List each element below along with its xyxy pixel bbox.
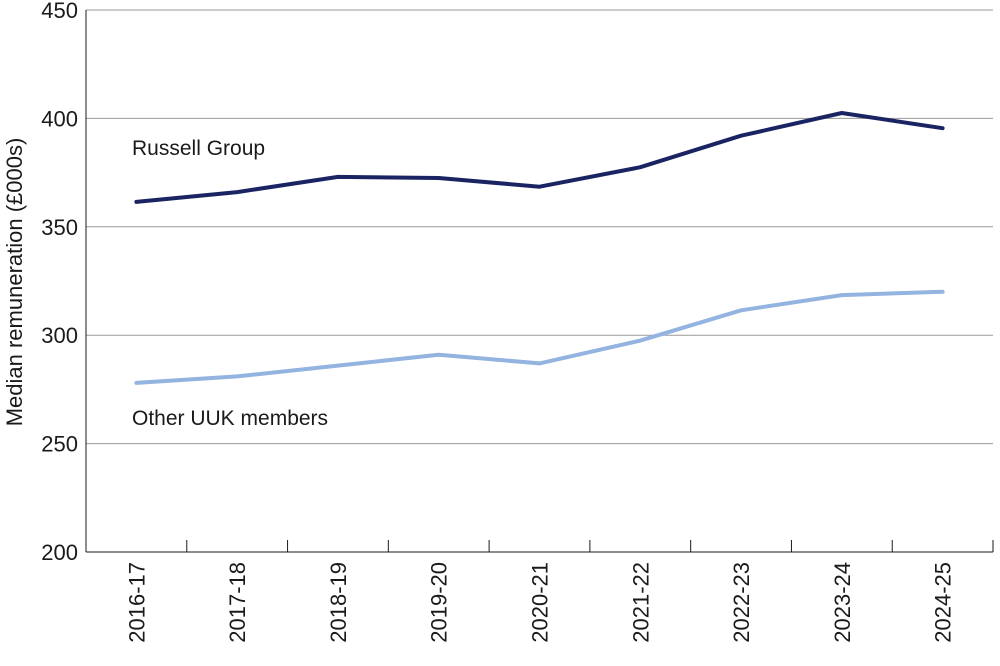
series-line-2 [134, 289, 945, 385]
x-tick-label: 2021-22 [628, 562, 653, 643]
x-tick-label: 2018-19 [326, 562, 351, 643]
x-tick-label: 2019-20 [427, 562, 452, 643]
gridlines [86, 9, 993, 445]
series-label: Russell Group [132, 137, 265, 160]
axes [85, 10, 994, 553]
x-tick-label: 2020-21 [528, 562, 553, 643]
y-tick-label: 250 [41, 432, 78, 457]
y-tick-label: 200 [41, 540, 78, 565]
y-tick-label: 300 [41, 323, 78, 348]
series-lines [134, 111, 945, 385]
series-label: Other UUK members [132, 407, 328, 430]
x-tick-label: 2017-18 [225, 562, 250, 643]
labels: 200 250 300 350 400 450 2016-17 2017-18 2018-19 2… [41, 0, 955, 643]
x-tick-label: 2024-25 [931, 562, 956, 643]
y-tick-label: 350 [41, 215, 78, 240]
x-tick-label: 2023-24 [830, 562, 855, 643]
y-tick-label: 450 [41, 0, 78, 23]
x-tick-label: 2022-23 [729, 562, 754, 643]
y-axis-title: Median remuneration (£000s) [2, 138, 27, 427]
x-tick-label: 2016-17 [124, 562, 149, 643]
y-tick-label: 400 [41, 106, 78, 131]
